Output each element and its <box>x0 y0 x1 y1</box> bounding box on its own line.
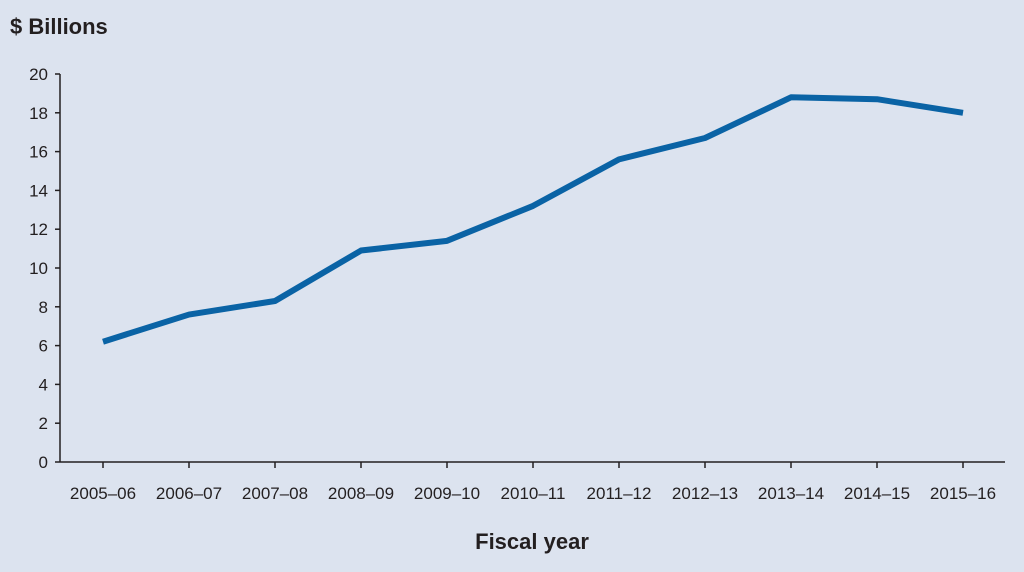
x-tick-label: 2010–11 <box>501 484 566 503</box>
x-tick-label: 2009–10 <box>414 484 480 503</box>
x-tick-label: 2014–15 <box>844 484 910 503</box>
y-tick-label: 10 <box>29 259 48 278</box>
x-tick-label: 2013–14 <box>758 484 824 503</box>
y-axis-unit-label: $ Billions <box>10 14 108 39</box>
y-tick-label: 20 <box>29 65 48 84</box>
y-axis: 0 2 4 6 8 10 12 14 16 18 20 <box>29 65 61 472</box>
x-tick-label: 2005–06 <box>70 484 136 503</box>
series-layer <box>102 94 964 345</box>
x-tick-label: 2015–16 <box>930 484 996 503</box>
x-tick-label: 2011–12 <box>587 484 652 503</box>
y-tick-label: 14 <box>29 181 48 200</box>
y-tick-label: 8 <box>39 298 48 317</box>
x-axis: 2005–06 2006–07 2007–08 2008–09 2009–10 2010–… <box>60 461 1005 503</box>
y-tick-label: 0 <box>39 453 48 472</box>
x-tick-label: 2012–13 <box>672 484 738 503</box>
y-tick-label: 12 <box>29 220 48 239</box>
series-line <box>102 94 964 345</box>
x-tick-label: 2006–07 <box>156 484 222 503</box>
y-tick-label: 6 <box>39 337 48 356</box>
y-tick-label: 16 <box>29 143 48 162</box>
x-tick-label: 2007–08 <box>242 484 308 503</box>
y-tick-label: 2 <box>39 414 48 433</box>
x-axis-title: Fiscal year <box>475 529 589 554</box>
y-tick-label: 18 <box>29 104 48 123</box>
x-tick-label: 2008–09 <box>328 484 394 503</box>
y-tick-label: 4 <box>39 375 48 394</box>
